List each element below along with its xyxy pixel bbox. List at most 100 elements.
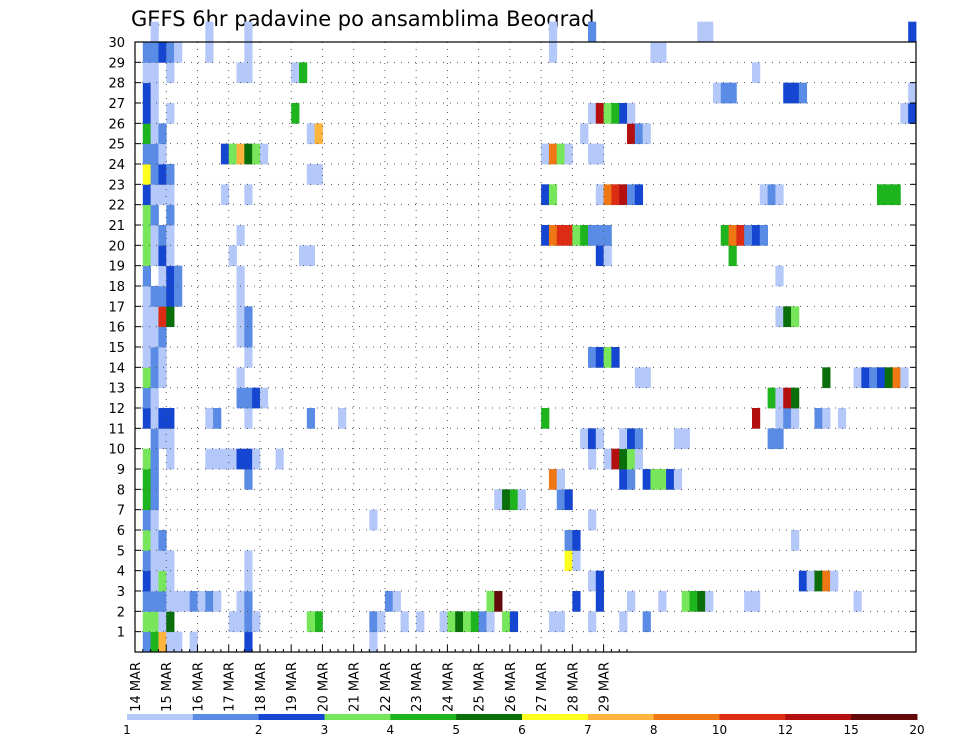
heatmap-cell [627,184,636,206]
heatmap-cell [236,265,245,287]
y-tick-label: 7 [117,504,125,519]
heatmap-cell [876,367,886,389]
heatmap-cell [150,591,159,612]
heatmap-cell [587,21,597,43]
colorbar-swatch [324,714,391,720]
colorbar-swatch [653,714,720,720]
heatmap-cell [681,428,690,450]
heatmap-cell [728,82,737,104]
heatmap-cell [548,225,558,246]
colorbar-label: 1 [123,723,131,737]
heatmap-cell [751,591,761,612]
heatmap-cell [236,591,245,612]
heatmap-cell [548,143,558,165]
heatmap-cell [166,184,175,206]
heatmap-cell [377,611,386,633]
y-tick-label: 22 [108,199,125,214]
heatmap-cell [252,387,261,409]
heatmap-cell [244,591,253,612]
heatmap-cell [791,306,800,328]
colorbar-label: 6 [518,723,526,737]
x-tick-label: 29 MAR [598,662,613,712]
heatmap-cell [158,367,167,389]
heatmap-cell [627,428,636,450]
heatmap-cell [244,387,253,409]
heatmap-cell [205,21,214,43]
heatmap-cell [197,591,206,612]
x-tick-label: 21 MAR [348,662,363,712]
heatmap-cell [587,570,597,592]
heatmap-cell [142,306,152,328]
heatmap-cell [603,103,612,124]
heatmap-cell [775,428,784,450]
heatmap-cell [853,591,862,612]
heatmap-cell [228,448,237,470]
heatmap-cell [627,123,636,145]
heatmap-cell [150,204,159,226]
heatmap-cell [822,408,831,429]
x-tick-label: 20 MAR [316,662,331,712]
heatmap-cell [259,143,269,165]
heatmap-cell [783,408,792,429]
heatmap-cell [595,143,604,165]
heatmap-cell [252,611,261,633]
heatmap-cell [150,408,159,429]
heatmap-cell [900,103,909,124]
heatmap-cell [158,550,167,572]
colorbar-label: 3 [321,723,329,737]
heatmap-cell [236,143,245,165]
x-tick-label: 19 MAR [285,662,300,712]
heatmap-cell [619,184,628,206]
heatmap-cell [142,408,152,429]
heatmap-cell [150,184,159,206]
colorbar-swatch [785,714,852,720]
heatmap-cell [775,408,784,429]
x-tick-label: 25 MAR [473,662,488,712]
heatmap-cell [509,611,519,633]
heatmap-cell [595,245,604,267]
heatmap-cell [658,469,667,490]
heatmap-cell [759,184,769,206]
y-tick-label: 6 [117,524,125,539]
heatmap-cell [587,347,597,368]
heatmap-cell [658,591,667,612]
heatmap-cell [166,611,175,633]
heatmap-cell [181,591,191,612]
heatmap-cell [244,42,253,63]
heatmap-cell [822,570,831,592]
heatmap-cell [150,570,159,592]
x-tick-label: 27 MAR [535,662,550,712]
heatmap-cell [142,245,152,267]
heatmap-cell [619,611,628,633]
heatmap-cell [595,428,604,450]
heatmap-cell [556,469,565,490]
heatmap-cell [228,143,237,165]
heatmap-cell [791,530,800,551]
heatmap-cell [861,367,870,389]
heatmap-cell [728,245,737,267]
heatmap-cell [306,123,316,145]
heatmap-cell [650,42,659,63]
heatmap-cell [556,143,565,165]
heatmap-cell [150,347,159,368]
heatmap-cell [814,570,823,592]
heatmap-cell [564,550,573,572]
y-tick-label: 27 [108,97,125,112]
heatmap-cell [150,489,159,511]
heatmap-cell [369,611,378,633]
colorbar-swatch [522,714,589,720]
y-tick-label: 29 [108,56,125,71]
heatmap-cell [166,245,175,267]
heatmap-cell [611,448,620,470]
heatmap-cell [556,225,565,246]
heatmap-cell [142,42,152,63]
heatmap-cell [712,82,722,104]
y-tick-label: 3 [117,585,125,600]
x-tick-label: 22 MAR [379,662,394,712]
heatmap-cell [494,591,503,612]
heatmap-cell [587,103,597,124]
x-tick-label: 24 MAR [441,662,456,712]
heatmap-cell [244,184,253,206]
heatmap-cell [166,631,175,653]
